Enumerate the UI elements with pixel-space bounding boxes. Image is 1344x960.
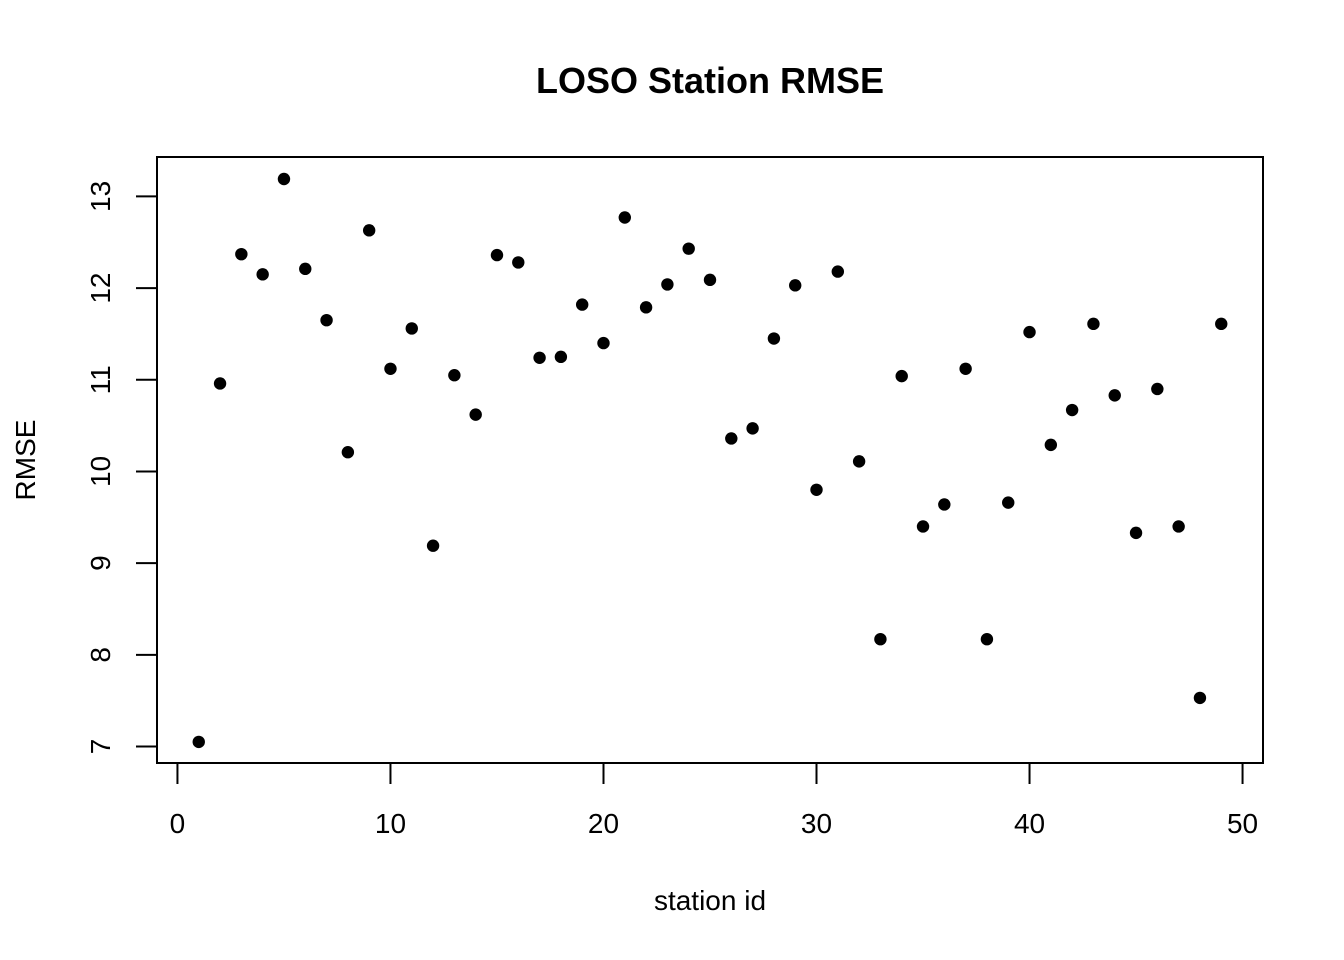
x-tick-label: 30 — [801, 808, 832, 839]
data-point — [661, 278, 674, 291]
data-point — [469, 408, 482, 421]
data-point — [341, 446, 355, 459]
data-point — [384, 362, 397, 375]
data-point — [554, 350, 568, 364]
data-point — [512, 256, 525, 269]
data-point — [1193, 691, 1207, 705]
x-tick-label: 10 — [375, 808, 406, 839]
data-point — [448, 368, 461, 382]
data-point — [597, 336, 610, 350]
data-point — [1172, 520, 1185, 533]
data-point — [405, 322, 418, 335]
y-tick-label: 12 — [85, 273, 116, 304]
data-point — [938, 498, 951, 511]
data-point — [746, 422, 759, 435]
data-point — [725, 432, 738, 445]
data-point — [320, 313, 333, 327]
x-axis-label: station id — [654, 885, 766, 916]
data-point — [874, 633, 887, 646]
data-point — [213, 377, 227, 390]
data-point — [1108, 389, 1121, 402]
data-point — [810, 483, 823, 496]
data-point — [895, 369, 908, 383]
x-tick-label: 50 — [1227, 808, 1258, 839]
data-point — [490, 248, 504, 262]
data-point — [1065, 403, 1079, 417]
data-points — [192, 172, 1228, 749]
data-point — [639, 301, 653, 314]
data-point — [916, 520, 930, 533]
y-tick-label: 13 — [85, 181, 116, 212]
data-point — [426, 539, 440, 552]
data-point — [1129, 526, 1143, 540]
data-point — [235, 247, 248, 261]
data-point — [1087, 317, 1100, 331]
data-point — [831, 265, 845, 278]
x-axis: 0 10 20 30 40 50 — [170, 762, 1258, 839]
data-point — [1002, 496, 1015, 509]
x-tick-label: 40 — [1014, 808, 1045, 839]
y-axis: 7 8 9 10 11 12 13 — [85, 181, 158, 755]
y-tick-label: 7 — [85, 739, 116, 755]
chart-title: LOSO Station RMSE — [536, 60, 884, 101]
data-point — [959, 362, 972, 375]
data-point — [852, 455, 866, 468]
data-point — [533, 351, 546, 364]
x-tick-label: 0 — [170, 808, 186, 839]
data-point — [618, 211, 631, 224]
data-point — [362, 224, 376, 237]
y-axis-label: RMSE — [10, 420, 41, 501]
y-tick-label: 11 — [85, 365, 116, 394]
data-point — [1151, 382, 1164, 396]
plot-frame — [156, 156, 1264, 764]
data-point — [192, 735, 205, 749]
y-tick-label: 9 — [85, 555, 116, 571]
data-point — [1023, 325, 1036, 339]
data-point — [256, 268, 269, 281]
data-point — [682, 242, 695, 255]
data-point — [703, 273, 717, 287]
data-point — [789, 279, 802, 292]
y-tick-label: 10 — [85, 456, 116, 487]
data-point — [277, 172, 291, 186]
data-point — [1215, 317, 1228, 331]
x-tick-label: 20 — [588, 808, 619, 839]
data-point — [575, 298, 589, 311]
data-point — [299, 262, 312, 276]
y-tick-label: 8 — [85, 647, 116, 663]
data-point — [1044, 438, 1058, 452]
data-point — [767, 332, 781, 345]
data-point — [980, 633, 994, 646]
